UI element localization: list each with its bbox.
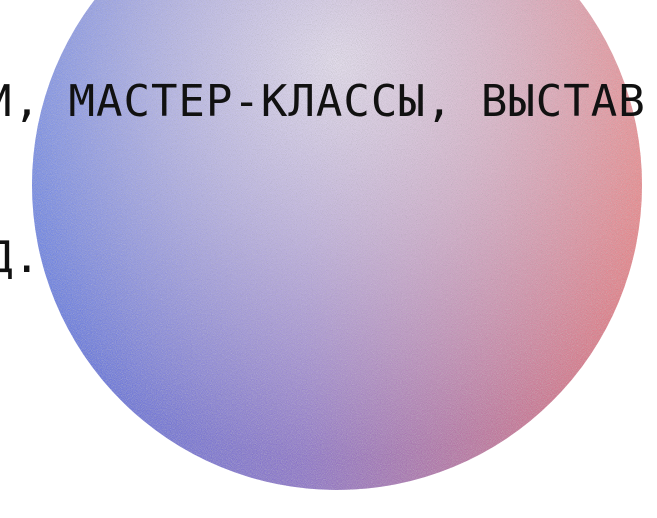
hero-text: И, МАСТЕР-КЛАССЫ, ВЫСТАВ Д.	[0, 76, 646, 283]
hero-text-line-1: И, МАСТЕР-КЛАССЫ, ВЫСТАВ	[0, 76, 646, 127]
hero-text-line-2: Д.	[0, 232, 41, 283]
noise-gradient-circle-image	[32, 0, 642, 490]
